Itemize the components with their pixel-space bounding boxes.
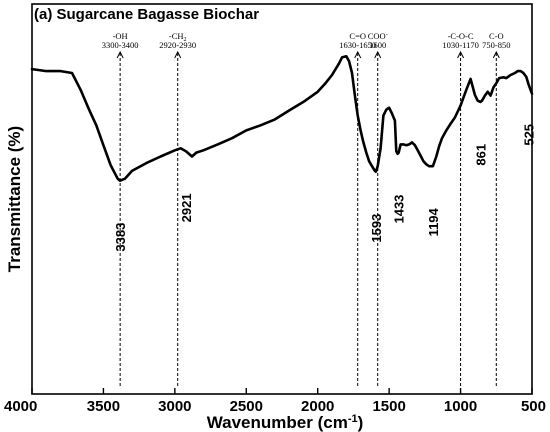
band-guide-arrow <box>374 50 382 59</box>
peak-labels: 3383 2921 1593 1433 1194 861 525 <box>113 124 536 252</box>
x-tick-label: 4000 <box>4 398 37 415</box>
x-tick-label: 500 <box>521 398 546 415</box>
x-tick-label: 1500 <box>372 398 405 415</box>
peak-label: 525 <box>521 124 536 146</box>
band-label: 750-850 <box>482 40 510 50</box>
band-guide-arrow <box>492 50 500 59</box>
x-axis-ticks: 4000 3500 3000 2500 2000 1500 1000 500 <box>4 388 546 415</box>
band-label: C-O <box>489 31 504 41</box>
band-label: -CH2 <box>169 31 187 43</box>
peak-label: 861 <box>473 144 488 166</box>
band-label: 1600 <box>369 40 386 50</box>
x-tick-label: 3000 <box>158 398 191 415</box>
band-guides <box>116 50 500 386</box>
plot-frame <box>31 3 533 395</box>
band-guide-arrow <box>457 50 465 59</box>
band-label: 1030-1170 <box>442 40 479 50</box>
band-guide-arrow <box>354 50 362 59</box>
band-label: COO- <box>368 31 388 41</box>
x-tick-label: 2500 <box>230 398 263 415</box>
peak-label: 3383 <box>113 223 128 252</box>
band-label: -C-O-C <box>448 31 474 41</box>
x-axis-title: Wavenumber (cm-1) <box>207 413 364 432</box>
x-tick-label: 3500 <box>87 398 120 415</box>
peak-label: 1433 <box>392 195 407 224</box>
spectrum-line <box>30 55 534 182</box>
x-tick-label: 1000 <box>444 398 477 415</box>
band-label: C=O <box>349 31 366 41</box>
band-label: 3300-3400 <box>102 40 139 50</box>
band-label: 2920-2930 <box>159 40 196 50</box>
band-label: -OH <box>113 31 128 41</box>
chart-title: (a) Sugarcane Bagasse Biochar <box>34 6 259 23</box>
peak-label: 1194 <box>426 207 441 236</box>
peak-label: 2921 <box>179 193 194 222</box>
band-guide-arrow <box>116 50 124 59</box>
band-label: 1630-1650 <box>339 40 376 50</box>
band-guide-arrow <box>174 50 182 59</box>
peak-label: 1593 <box>369 214 384 243</box>
y-axis-title: Transmittance (%) <box>5 126 24 272</box>
x-tick-label: 2000 <box>301 398 334 415</box>
